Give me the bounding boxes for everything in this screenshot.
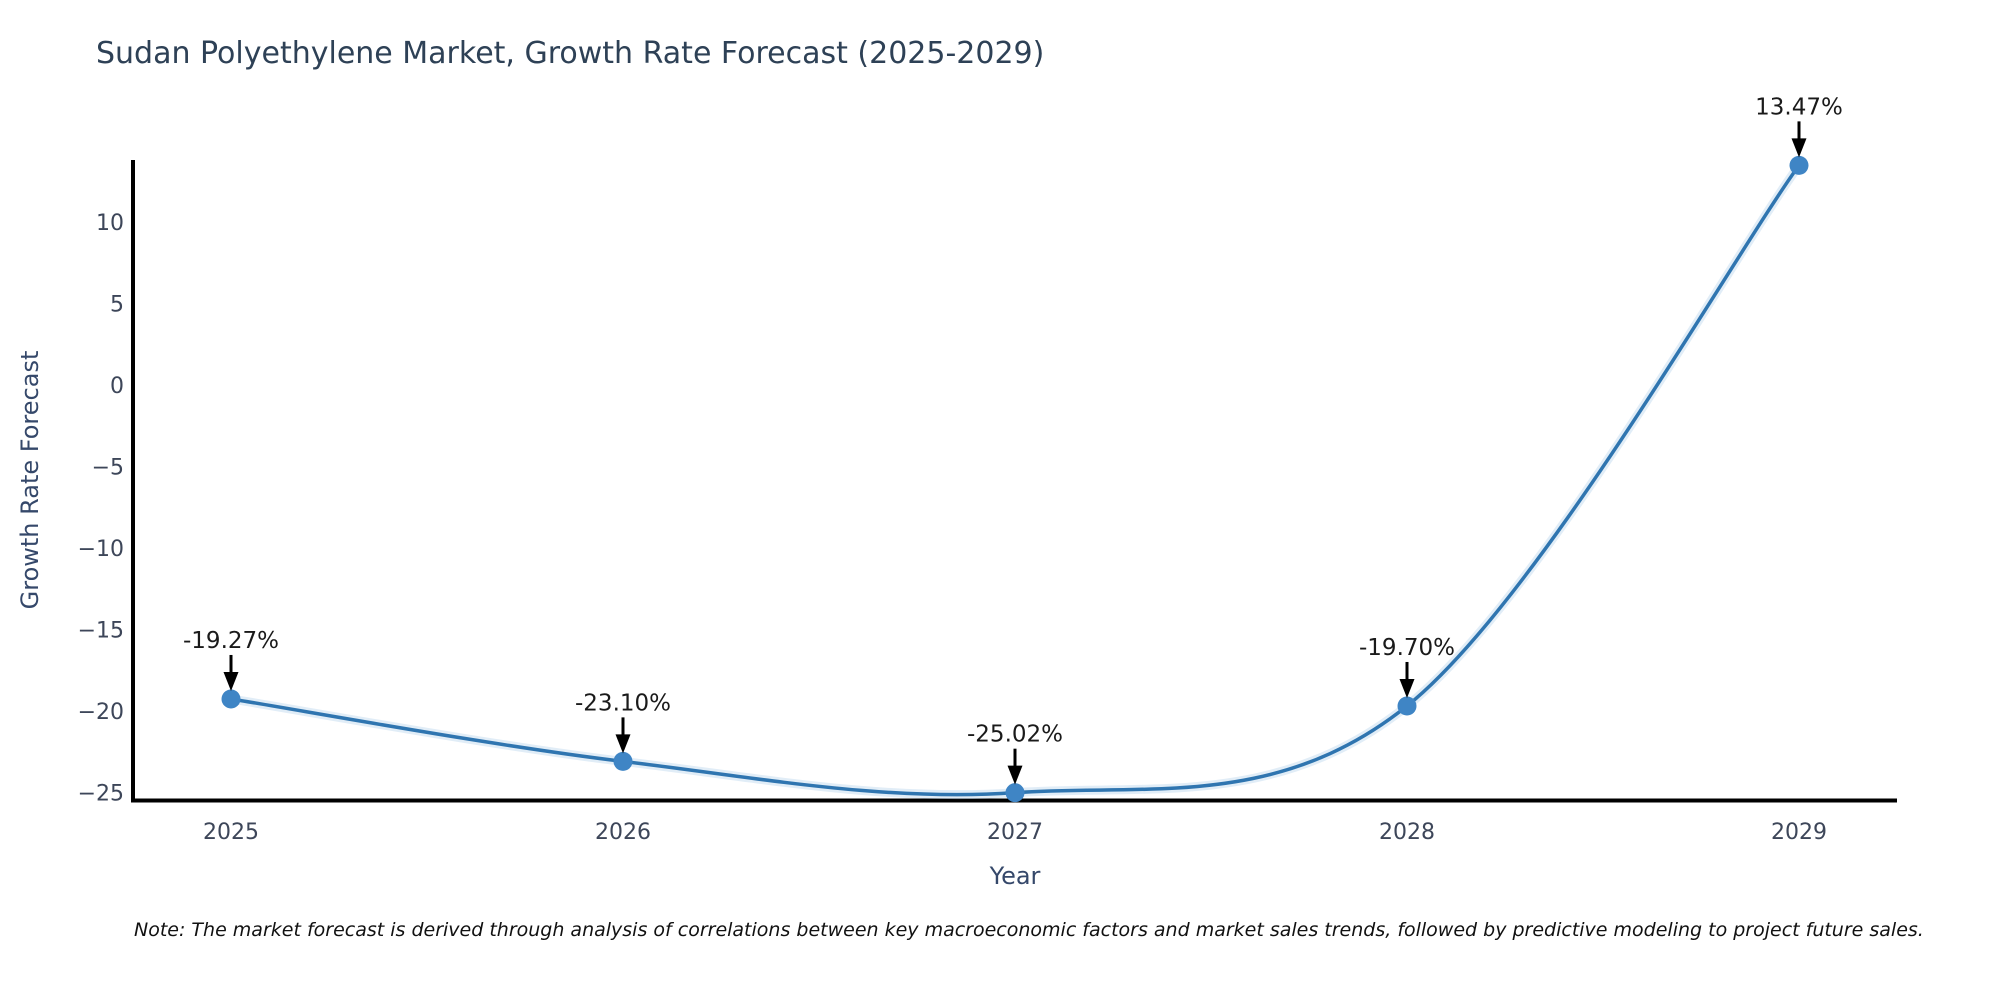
x-tick-label: 2026	[595, 820, 651, 845]
chart-title: Sudan Polyethylene Market, Growth Rate F…	[96, 36, 1045, 71]
annotation-value-label: -19.70%	[1359, 635, 1455, 661]
x-tick-label: 2029	[1771, 820, 1827, 845]
x-tick-label: 2027	[987, 820, 1043, 845]
annotation-value-label: -25.02%	[967, 722, 1063, 748]
y-tick-label: −5	[92, 455, 124, 480]
y-tick-label: −15	[78, 618, 124, 643]
data-point-marker	[221, 689, 241, 709]
data-point-marker	[613, 751, 633, 771]
growth-line-glow	[226, 160, 1804, 800]
x-tick-label: 2028	[1379, 820, 1435, 845]
annotation-value-label: -23.10%	[575, 690, 671, 716]
x-tick-label: 2025	[203, 820, 259, 845]
x-axis-label: Year	[989, 862, 1041, 890]
annotation-arrow-head	[1791, 138, 1807, 158]
y-tick-label: 10	[96, 211, 124, 236]
annotation-arrow-head	[1399, 678, 1415, 698]
y-tick-label: −20	[78, 700, 124, 725]
y-tick-label: −10	[78, 537, 124, 562]
annotation-value-label: 13.47%	[1755, 94, 1843, 120]
data-point-marker	[1397, 696, 1417, 716]
y-tick-label: 0	[110, 374, 124, 399]
data-point-marker	[1789, 155, 1809, 175]
data-point-marker	[1005, 783, 1025, 803]
annotation-value-label: -19.27%	[183, 628, 279, 654]
annotation-arrow-head	[615, 734, 631, 754]
y-tick-label: 5	[110, 292, 124, 317]
footnote: Note: The market forecast is derived thr…	[134, 919, 1924, 941]
growth-line	[229, 163, 1801, 797]
annotation-arrow-head	[1007, 765, 1023, 785]
annotation-arrow-head	[223, 671, 239, 691]
y-tick-label: −25	[78, 781, 124, 806]
